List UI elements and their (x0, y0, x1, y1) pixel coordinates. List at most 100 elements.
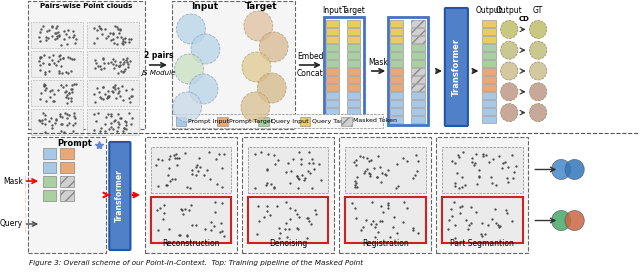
Point (402, 159, 412, 163)
Point (114, 31, 124, 35)
Text: GT: GT (533, 6, 543, 15)
Point (176, 206, 186, 211)
Point (299, 178, 309, 183)
Bar (145, 137, 237, 253)
Text: Denoising: Denoising (269, 239, 307, 248)
Point (361, 217, 371, 222)
Point (121, 87, 131, 92)
Point (125, 59, 136, 63)
Text: Prompt Target: Prompt Target (230, 118, 273, 123)
Point (262, 168, 272, 172)
Point (159, 210, 169, 215)
Bar (436, 137, 529, 253)
Bar (483, 100, 496, 107)
Point (121, 123, 131, 127)
Point (121, 58, 131, 62)
Point (410, 173, 420, 177)
Point (113, 71, 123, 75)
Point (89, 40, 99, 45)
Point (290, 208, 300, 212)
Point (210, 210, 220, 214)
Point (66, 69, 76, 73)
Point (42, 29, 52, 33)
Point (54, 32, 64, 37)
Point (114, 64, 124, 68)
Bar (483, 84, 496, 91)
Point (96, 67, 106, 71)
Bar (347, 76, 360, 83)
Point (304, 161, 314, 165)
Point (93, 111, 103, 115)
Point (108, 57, 118, 61)
Point (117, 42, 127, 46)
Point (98, 56, 108, 61)
Circle shape (500, 103, 518, 121)
Text: Target: Target (245, 2, 278, 11)
Point (62, 111, 72, 116)
Point (383, 201, 394, 205)
Point (358, 225, 368, 229)
Point (349, 206, 360, 210)
FancyBboxPatch shape (445, 8, 468, 126)
Point (294, 215, 304, 219)
Point (68, 82, 79, 86)
Point (219, 152, 229, 156)
Point (392, 162, 402, 166)
Point (115, 122, 125, 126)
Bar (60, 148, 74, 159)
Point (308, 167, 319, 171)
Bar (31, 109, 83, 135)
Point (375, 165, 385, 169)
Bar (326, 60, 339, 67)
Bar (347, 108, 360, 115)
Bar (390, 44, 403, 51)
Point (158, 217, 168, 221)
Point (193, 163, 203, 167)
Point (104, 93, 115, 98)
Point (455, 211, 465, 216)
Point (218, 185, 228, 189)
Point (260, 183, 271, 188)
Point (214, 152, 225, 156)
Point (191, 173, 201, 177)
Bar (483, 52, 496, 59)
Point (365, 174, 375, 179)
Point (106, 112, 116, 116)
Point (177, 212, 188, 216)
Point (108, 85, 118, 89)
Point (52, 24, 62, 28)
Point (362, 156, 372, 160)
Point (381, 173, 392, 177)
Point (304, 150, 314, 154)
Bar (60, 162, 74, 173)
Bar (43, 190, 56, 201)
Point (114, 64, 124, 69)
Point (170, 156, 180, 161)
FancyBboxPatch shape (109, 142, 131, 250)
Bar (248, 147, 328, 193)
Point (274, 236, 284, 240)
Point (106, 125, 116, 129)
Point (285, 181, 295, 185)
Point (56, 129, 66, 133)
Circle shape (500, 41, 518, 59)
Point (162, 183, 172, 187)
Point (177, 208, 187, 212)
Point (54, 71, 64, 76)
Point (33, 35, 44, 39)
Point (56, 121, 66, 126)
Point (495, 223, 505, 228)
Point (388, 225, 398, 229)
Bar (411, 100, 424, 107)
Point (367, 200, 378, 204)
Point (40, 72, 51, 76)
Bar (388, 17, 429, 125)
Point (463, 227, 473, 231)
Bar (31, 51, 83, 77)
Point (99, 66, 109, 70)
Point (112, 42, 122, 46)
Point (477, 234, 487, 238)
Bar (87, 109, 139, 135)
Point (399, 200, 410, 204)
Point (209, 224, 220, 229)
